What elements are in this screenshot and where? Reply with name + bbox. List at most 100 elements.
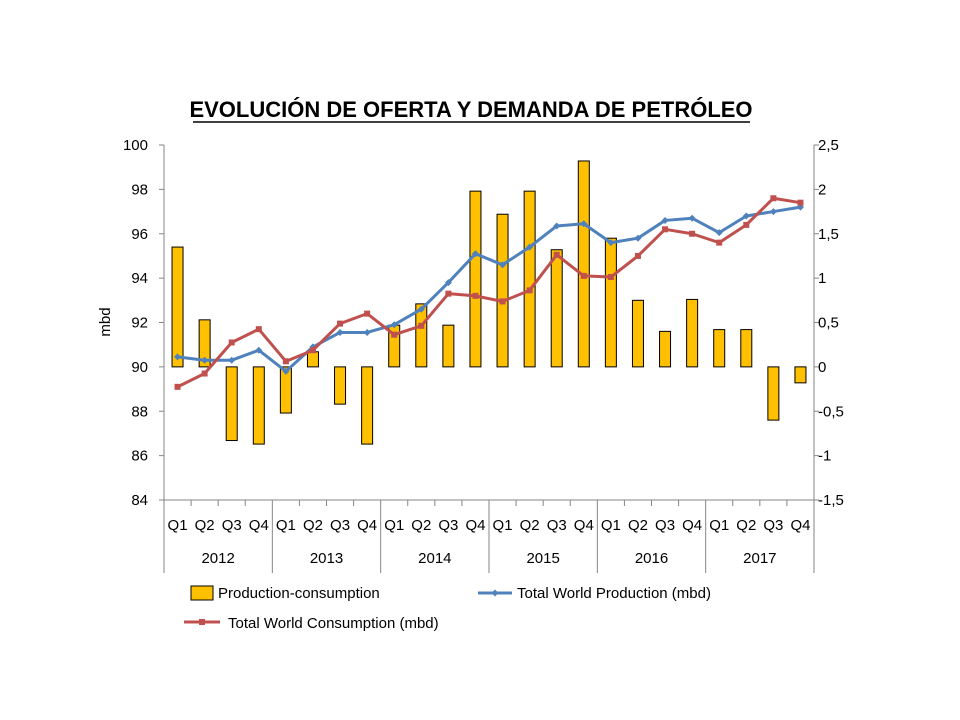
point-consumption [255,326,262,333]
x-tick-label-quarter: Q3 [438,517,458,534]
point-consumption [553,251,560,258]
point-consumption [337,320,344,327]
bar-production-consumption [252,366,265,445]
point-consumption [797,199,804,206]
point-production [255,346,263,354]
y-tick-label-right: -1,5 [818,492,844,509]
x-tick-label-quarter: Q4 [249,517,269,534]
x-tick-label-quarter: Q3 [330,517,350,534]
x-tick-label-quarter: Q2 [628,517,648,534]
point-consumption [472,292,479,299]
point-production [282,367,290,375]
bar-production-consumption [740,329,753,368]
point-consumption [445,290,452,297]
legend-label-production: Total World Production (mbd) [517,585,711,602]
plot-area: 84 86 88 90 92 94 96 98 100 -1,5 -1 -0,5 0 0,5 1 1,5 2 2,… [123,137,844,573]
y-axis-left-title: mbd [97,307,114,336]
point-production [201,356,209,364]
bar-production-consumption [604,237,617,368]
point-production [607,239,615,247]
y-tick-label-right: -1 [818,448,831,465]
x-tick-label-year: 2016 [635,550,668,567]
y-tick-label-right: 1,5 [818,226,839,243]
x-tick-label-year: 2014 [418,550,451,567]
bar-production-consumption [659,330,672,368]
x-tick-label-quarter: Q3 [655,517,675,534]
point-consumption [634,252,641,259]
bar-production-consumption [631,299,644,368]
bar-production-consumption [225,366,238,442]
x-tick-label-quarter: Q2 [411,517,431,534]
point-production [363,328,371,336]
legend-swatch-production-consumption [190,585,214,601]
x-tick-label-quarter: Q3 [547,517,567,534]
point-production [580,220,588,228]
x-tick-label-quarter: Q2 [736,517,756,534]
x-tick-label-year: 2015 [526,550,559,567]
point-consumption [770,195,777,202]
point-consumption [201,370,208,377]
x-tick-label-quarter: Q1 [601,517,621,534]
point-production [499,261,507,269]
legend-label-consumption: Total World Consumption (mbd) [228,615,439,632]
bar-production-consumption [767,366,780,421]
bar-production-consumption [361,366,374,445]
x-tick-label-year: 2013 [310,550,343,567]
bar-production-consumption [198,319,211,368]
y-tick-label-left: 100 [123,137,148,154]
point-production [526,243,534,251]
point-production [417,305,425,313]
bar-production-consumption [469,190,482,368]
x-tick-label-quarter: Q2 [520,517,540,534]
bar-production-consumption [713,329,726,368]
point-consumption [716,239,723,246]
bar-production-consumption [496,213,509,368]
point-consumption [282,358,289,365]
y-tick-label-left: 92 [131,315,148,332]
x-tick-label-quarter: Q1 [168,517,188,534]
chart-title: EVOLUCIÓN DE OFERTA Y DEMANDA DE PETRÓLE… [189,97,752,122]
point-consumption [689,230,696,237]
bar-production-consumption [306,351,319,368]
legend-label-production-consumption: Production-consumption [218,585,380,602]
point-production [661,216,669,224]
point-consumption [526,287,533,294]
y-tick-label-left: 86 [131,448,148,465]
point-production [471,250,479,258]
point-production [769,208,777,216]
bar-production-consumption [550,249,563,368]
y-tick-label-right: 0,5 [818,315,839,332]
point-production [390,321,398,329]
x-tick-label-quarter: Q3 [222,517,242,534]
point-consumption [364,310,371,317]
bar-production-consumption [794,366,807,384]
x-tick-label-quarter: Q1 [276,517,296,534]
bar-production-consumption [279,366,292,414]
point-production [444,279,452,287]
point-consumption [309,347,316,354]
y-tick-label-left: 90 [131,359,148,376]
x-tick-label-quarter: Q4 [682,517,702,534]
y-tick-label-left: 88 [131,403,148,420]
y-tick-label-left: 94 [131,270,148,287]
x-tick-label-quarter: Q4 [574,517,594,534]
y-tick-label-right: 2 [818,181,826,198]
x-tick-label-year: 2017 [743,550,776,567]
series-line-consumption [176,196,801,389]
series-line-production [177,205,801,373]
y-tick-label-left: 96 [131,226,148,243]
x-tick-label-quarter: Q2 [303,517,323,534]
point-production [553,222,561,230]
y-tick-label-right: 0 [818,359,826,376]
bar-production-consumption [171,246,184,368]
y-tick-label-left: 84 [131,492,148,509]
x-tick-label-year: 2012 [201,550,234,567]
point-consumption [743,221,750,228]
y-tick-label-left: 98 [131,181,148,198]
point-consumption [391,331,398,338]
legend: Production-consumption Total World Produc… [184,585,711,632]
x-tick-label-quarter: Q1 [709,517,729,534]
x-tick-label-quarter: Q1 [493,517,513,534]
x-tick-label-quarter: Q4 [465,517,485,534]
